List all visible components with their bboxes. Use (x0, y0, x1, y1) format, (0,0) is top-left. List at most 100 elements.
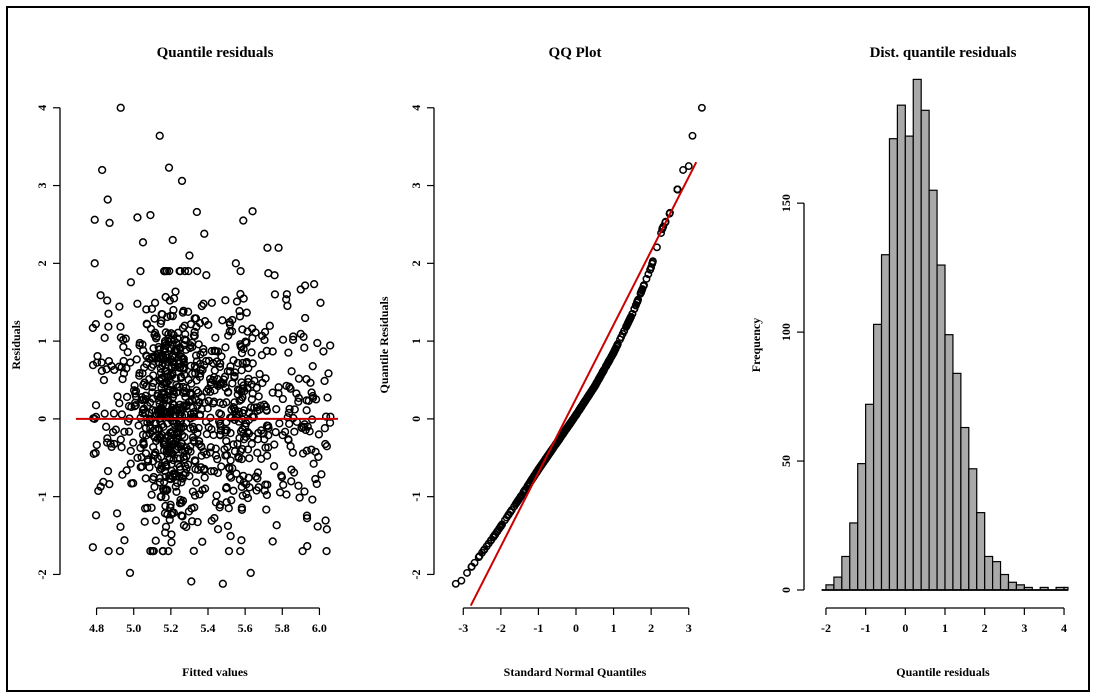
residual-point (167, 510, 176, 519)
histogram-title: Dist. quantile residuals (870, 45, 1017, 61)
residual-point (158, 546, 168, 556)
residual-point (260, 335, 269, 345)
residual-point (194, 440, 204, 449)
residual-point (115, 302, 124, 311)
residual-point (179, 341, 189, 350)
histogram-bar (960, 426, 970, 591)
histogram-bar (904, 135, 914, 591)
residual-point (169, 390, 178, 399)
residual-point (302, 514, 312, 523)
qq-point (637, 288, 645, 297)
residual-point (268, 347, 277, 356)
residual-point (200, 464, 209, 474)
residual-point (188, 342, 197, 352)
residual-point (224, 504, 233, 513)
residual-point (213, 454, 222, 464)
residual-point (254, 392, 263, 401)
residual-point (308, 393, 318, 403)
residual-point (237, 482, 246, 492)
residual-point (170, 346, 179, 356)
residuals-title: Quantile residuals (157, 45, 274, 61)
residual-point (225, 471, 235, 481)
residual-point (243, 445, 253, 454)
residual-point (302, 406, 311, 415)
qq-ylabel: Quantile Residuals (377, 296, 391, 393)
residual-point (122, 466, 131, 475)
residual-point (168, 417, 177, 426)
qq-point (565, 419, 574, 428)
residual-point (307, 388, 316, 397)
residual-point (169, 305, 178, 315)
residual-point (91, 401, 101, 410)
qq-point (648, 259, 657, 268)
residual-point (158, 388, 167, 397)
residual-point (322, 546, 331, 556)
residual-point (215, 380, 224, 389)
residual-point (192, 376, 201, 385)
residual-point (168, 427, 177, 436)
residual-point (116, 435, 125, 444)
residual-point (326, 341, 335, 350)
residual-point (187, 577, 196, 586)
residual-point (115, 399, 124, 408)
qq-point (496, 522, 505, 531)
qq-point (601, 363, 610, 372)
residual-point (136, 266, 145, 276)
qq-x-tick-label: -1 (533, 621, 543, 635)
residual-point (117, 443, 126, 452)
residual-point (178, 323, 188, 333)
residual-point (96, 291, 105, 300)
residual-point (142, 351, 151, 360)
qq-point (609, 348, 618, 357)
residual-point (312, 479, 321, 489)
residual-point (239, 216, 248, 225)
residual-point (149, 432, 159, 441)
residual-point (294, 481, 303, 490)
residual-point (204, 396, 213, 406)
histogram-x-tick-label: 1 (942, 621, 948, 635)
residual-point (103, 434, 112, 443)
residual-point (264, 431, 273, 440)
residual-point (287, 367, 296, 376)
residual-point (288, 335, 298, 344)
residual-point (190, 437, 199, 447)
residuals-y-tick-label: 0 (35, 416, 49, 422)
residual-point (157, 375, 166, 384)
residual-point (103, 466, 113, 476)
residual-point (226, 413, 235, 422)
residual-point (155, 465, 165, 474)
residual-point (149, 344, 158, 353)
residual-point (100, 333, 109, 342)
residual-point (202, 429, 211, 439)
residual-point (237, 366, 246, 375)
residual-point (317, 470, 326, 479)
residual-point (287, 477, 296, 486)
qq-point (697, 103, 706, 112)
residual-point (101, 422, 111, 431)
residual-point (118, 374, 127, 384)
residual-point (284, 348, 293, 357)
histogram-bar (896, 104, 906, 591)
residual-point (154, 460, 163, 470)
residual-point (189, 546, 199, 556)
residual-point (177, 478, 186, 487)
residual-point (262, 505, 271, 514)
qq-y-tick-label: 4 (409, 105, 423, 111)
qq-x-tick-label: 0 (573, 621, 579, 635)
qq-point (644, 270, 653, 279)
residual-point (120, 536, 129, 545)
histogram-bar (944, 334, 954, 591)
residual-point (126, 446, 135, 456)
residual-point (99, 375, 109, 385)
histogram-y-tick-label: 150 (779, 194, 793, 212)
residual-point (218, 579, 228, 588)
residual-point (171, 482, 180, 491)
residual-point (257, 454, 266, 463)
histogram-bar (833, 576, 843, 591)
residual-point (314, 430, 324, 439)
residual-point (253, 448, 262, 457)
residual-point (191, 457, 200, 466)
residual-point (222, 450, 232, 460)
histogram-bar (968, 468, 978, 591)
residual-point (261, 443, 270, 452)
